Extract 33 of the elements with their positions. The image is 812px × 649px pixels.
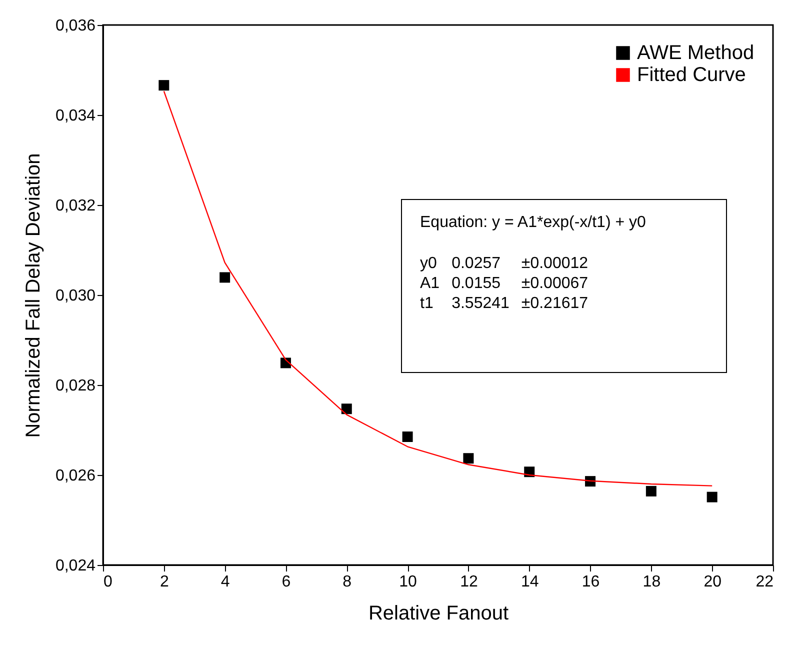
y-axis-title: Normalized Fall Delay Deviation [22,153,44,438]
point [463,453,474,464]
point [646,486,656,496]
y-tick-label: 0,024 [55,558,96,574]
x-tick-label: 6 [282,574,291,590]
annotation: t1 3.55241 ±0.21617 [420,294,590,314]
annotation: Equation: y = A1*exp(-x/t1) + y0 [420,214,647,232]
y-tick-label: 0,036 [55,18,96,34]
point [341,404,352,414]
x-tick-label: 18 [642,574,661,590]
point [220,272,230,283]
legend-label: AWE Method [637,42,754,64]
x-tick-label: 22 [756,574,774,590]
x-tick-label: 2 [160,574,169,590]
x-tick-label: 16 [582,574,600,590]
x-tick-label: 14 [520,574,539,590]
x-tick-label: 12 [460,574,478,590]
legend-label: Fitted Curve [637,64,746,86]
y-tick-label: 0,030 [55,288,96,304]
point [706,492,718,502]
point [402,432,413,442]
x-tick-label: 10 [399,574,418,590]
y-tick-label: 0,034 [55,108,96,124]
y-tick-label: 0,026 [55,468,96,484]
equation-box: Equation: y = A1*exp(-x/t1) + y0 y0 0.0257 ±0.00012 A1 0.0155 ±0.00067 t1 3.55241 ±0.21617 [401,199,727,373]
x-tick-label: 20 [704,574,722,590]
y-tick-label: 0,028 [55,378,96,394]
x-tick-label: 8 [342,574,352,590]
x-tick-label: 4 [220,574,230,590]
x-tick-label: 0 [104,574,112,590]
y-tick-label: 0,032 [55,198,96,214]
x-axis-title: Relative Fanout [368,602,509,624]
point [158,80,170,91]
